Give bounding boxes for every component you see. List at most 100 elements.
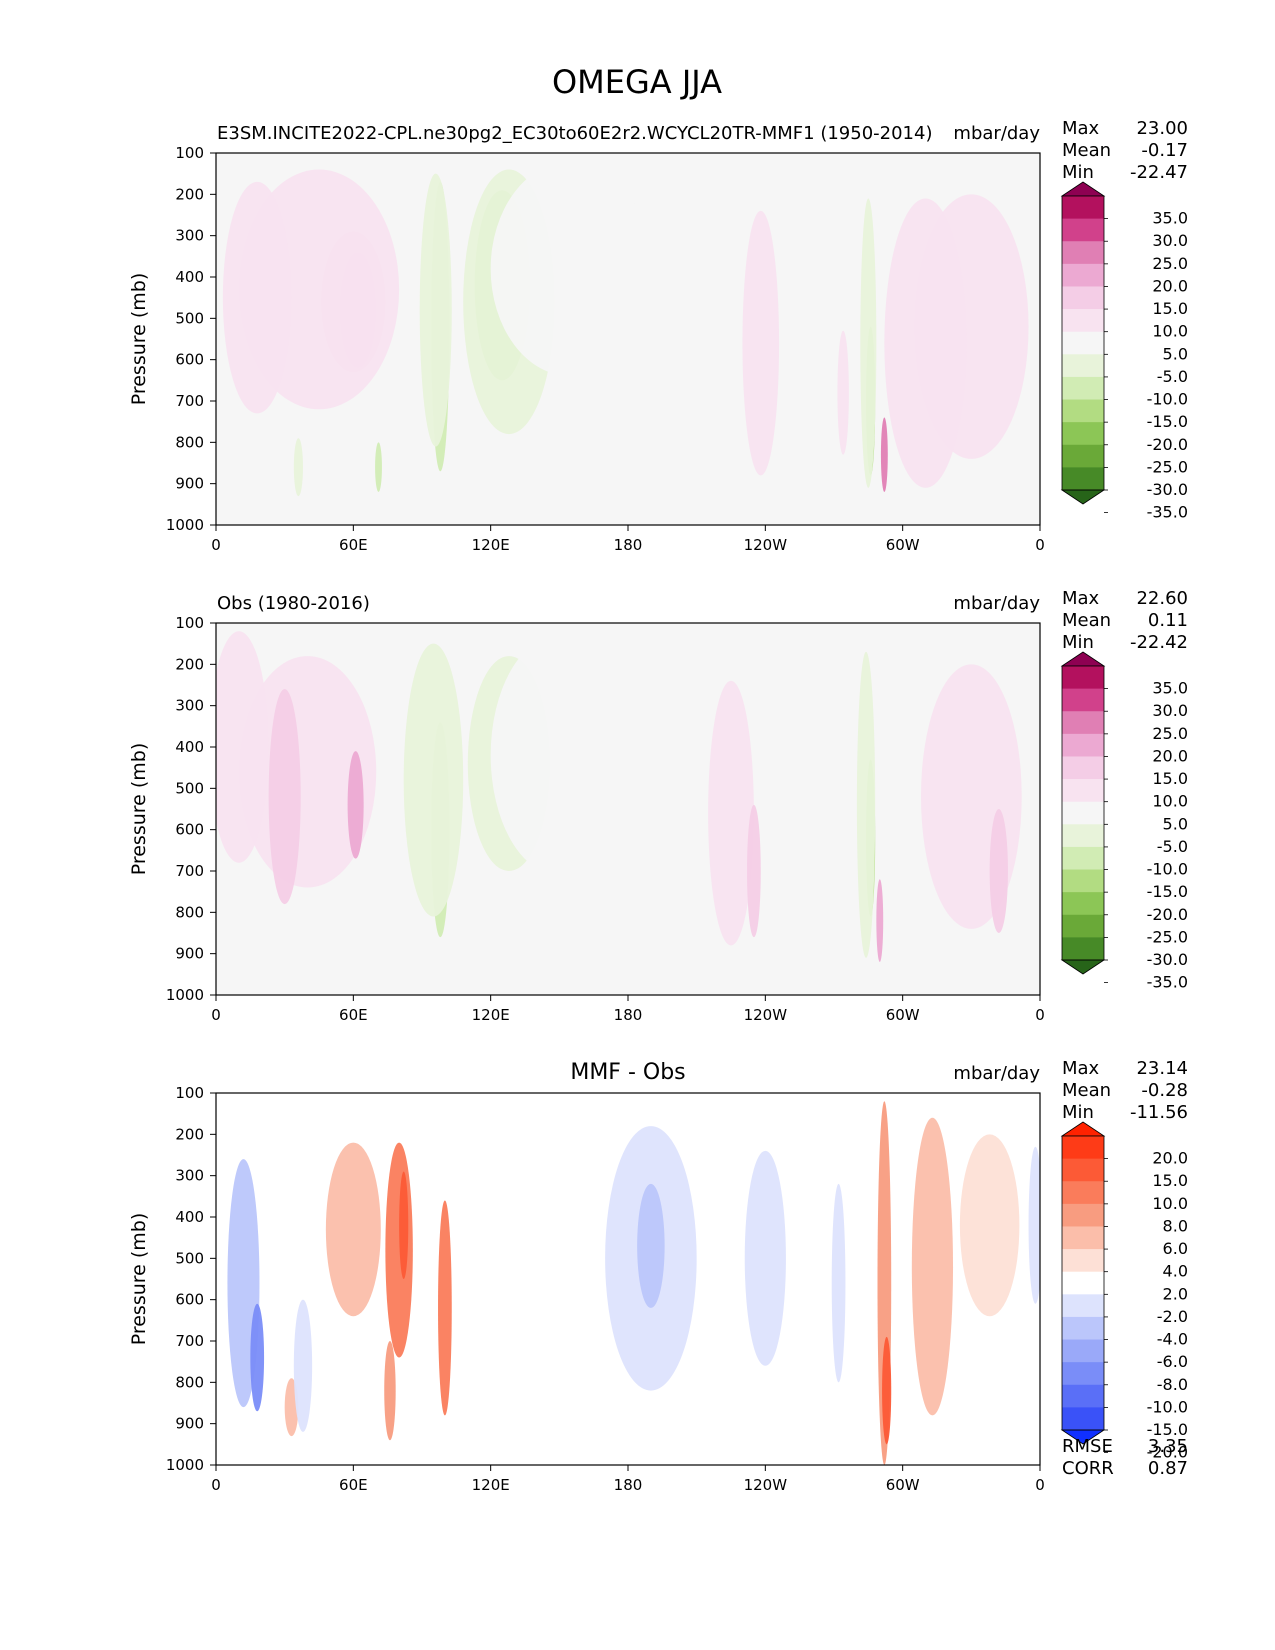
colorbar-bin <box>1062 354 1104 378</box>
colorbar-bin <box>1062 241 1104 265</box>
colorbar: 35.0 30.0 25.0 20.0 15.0 10.0 5.0 -5.0 -10.0 -15.… <box>1060 651 1188 992</box>
contour-region-15 <box>860 198 877 488</box>
colorbar-bin <box>1062 196 1104 220</box>
x-tick-label: 60E <box>339 1476 368 1494</box>
contour-region-11 <box>856 651 876 958</box>
colorbar-label: 8.0 <box>1163 1216 1188 1235</box>
colorbar-label: 15.0 <box>1152 299 1188 318</box>
colorbar-bin <box>1062 1136 1104 1160</box>
y-tick-label: 800 <box>175 433 204 451</box>
colorbar-bin <box>1062 733 1104 757</box>
y-tick-label: 600 <box>175 821 204 839</box>
colorbar-label: -30.0 <box>1147 480 1188 499</box>
colorbar-bin <box>1062 914 1104 938</box>
panel-title: MMF - Obs <box>570 1060 685 1085</box>
colorbar-label: -15.0 <box>1147 412 1188 431</box>
x-tick-label: 0 <box>211 536 221 554</box>
colorbar-bin <box>1062 1203 1104 1227</box>
colorbar: 20.0 15.0 10.0 8.0 6.0 4.0 2.0 -2.0 -4.0 -6.0 -8.0… <box>1060 1121 1188 1462</box>
colorbar-label: 5.0 <box>1163 814 1188 833</box>
panel-units: mbar/day <box>953 123 1040 144</box>
colorbar-label: -10.0 <box>1147 390 1188 409</box>
colorbar-label: 20.0 <box>1152 1149 1188 1168</box>
x-tick-label: 0 <box>211 1006 221 1024</box>
y-tick-label: 700 <box>175 1332 204 1350</box>
colorbar-bin <box>1062 399 1104 423</box>
contour-region-2 <box>347 751 364 859</box>
y-tick-label: 300 <box>175 697 204 715</box>
y-tick-label: 700 <box>175 862 204 880</box>
y-tick-label: 900 <box>175 1415 204 1433</box>
x-tick-label: 0 <box>1035 1006 1045 1024</box>
colorbar-bin <box>1062 824 1104 848</box>
y-tick-label: 500 <box>175 1249 204 1267</box>
contour-region-10 <box>637 1183 665 1308</box>
contour-region-9 <box>747 804 761 938</box>
panel-obs: 100 200 300 400 500 600 700 800 900 1000 0 60E 120E 1… <box>128 588 1188 1024</box>
y-axis-label: Pressure (mb) <box>128 1213 150 1346</box>
colorbar-label: 6.0 <box>1163 1239 1188 1258</box>
colorbar-label: -20.0 <box>1147 905 1188 924</box>
y-tick-label: 100 <box>175 1084 204 1102</box>
y-tick-label: 600 <box>175 351 204 369</box>
contour-region-2 <box>325 1142 381 1317</box>
colorbar-bin <box>1062 1158 1104 1182</box>
colorbar-label: -8.0 <box>1157 1375 1188 1394</box>
colorbar-bin <box>1062 1339 1104 1363</box>
colorbar-bin <box>1062 1249 1104 1273</box>
colorbar-label: 10.0 <box>1152 1194 1188 1213</box>
x-tick-label: 180 <box>614 1006 643 1024</box>
metric-value: 0.87 <box>1148 1458 1188 1479</box>
colorbar-label: 35.0 <box>1152 679 1188 698</box>
colorbar-bin <box>1062 1226 1104 1250</box>
colorbar-bin <box>1062 218 1104 242</box>
colorbar-bin <box>1062 1294 1104 1318</box>
contour-region-14 <box>882 1336 892 1445</box>
x-tick-label: 60W <box>886 1006 920 1024</box>
y-tick-label: 200 <box>175 1125 204 1143</box>
colorbar-label: 25.0 <box>1152 254 1188 273</box>
field-contours <box>216 631 1022 962</box>
colorbar-label: -4.0 <box>1157 1330 1188 1349</box>
contour-region-0 <box>385 1142 413 1358</box>
contour-region-10 <box>293 438 303 497</box>
colorbar-label: 35.0 <box>1152 209 1188 228</box>
colorbar-bin <box>1062 309 1104 333</box>
stat-label: Min <box>1062 162 1094 183</box>
contour-region-3 <box>216 631 269 863</box>
contour-region-14 <box>989 809 1008 933</box>
contour-region-11 <box>744 1150 786 1366</box>
x-tick-label: 0 <box>1035 1476 1045 1494</box>
x-tick-label: 180 <box>614 1476 643 1494</box>
metric-value: 3.35 <box>1148 1436 1188 1457</box>
field-contours <box>222 161 1029 497</box>
panel-left-title: E3SM.INCITE2022-CPL.ne30pg2_EC30to60E2r2… <box>217 123 932 144</box>
colorbar-label: 15.0 <box>1152 1171 1188 1190</box>
stat-value: -22.47 <box>1130 162 1188 183</box>
panel-units: mbar/day <box>953 593 1040 614</box>
y-tick-label: 300 <box>175 227 204 245</box>
y-tick-label: 600 <box>175 1291 204 1309</box>
y-tick-label: 500 <box>175 309 204 327</box>
colorbar-label: 2.0 <box>1163 1284 1188 1303</box>
stat-value: -0.17 <box>1141 140 1188 161</box>
colorbar-label: -15.0 <box>1147 882 1188 901</box>
y-tick-label: 200 <box>175 185 204 203</box>
colorbar-bin <box>1062 376 1104 401</box>
x-tick-label: 120E <box>472 536 510 554</box>
contour-region-3 <box>222 181 292 414</box>
colorbar-label: -5.0 <box>1157 367 1188 386</box>
contour-region-4 <box>384 1341 396 1441</box>
x-tick-label: 60E <box>339 1006 368 1024</box>
contour-region-7 <box>250 1303 265 1412</box>
colorbar-bin <box>1062 286 1104 310</box>
colorbar-extend-top <box>1060 181 1106 197</box>
colorbar-bin <box>1062 688 1104 712</box>
colorbar-label: 25.0 <box>1152 724 1188 743</box>
stat-label: Max <box>1062 588 1100 609</box>
field-contours <box>227 1101 1040 1465</box>
y-tick-label: 900 <box>175 945 204 963</box>
colorbar-bin <box>1062 779 1104 803</box>
colorbar-label: 20.0 <box>1152 746 1188 765</box>
